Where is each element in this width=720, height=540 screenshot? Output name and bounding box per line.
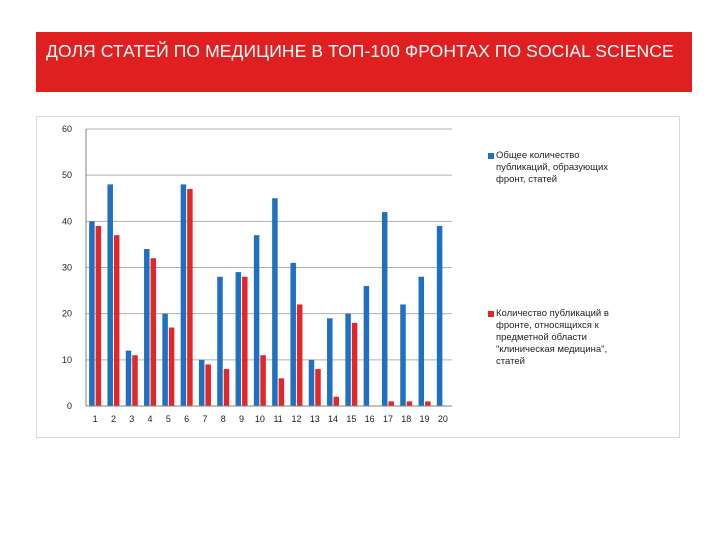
bar-medicine: [150, 258, 157, 406]
x-tick-label: 6: [184, 414, 189, 424]
x-tick-label: 5: [166, 414, 171, 424]
x-tick-label: 10: [255, 414, 265, 424]
x-tick-label: 4: [148, 414, 153, 424]
bar-medicine: [333, 396, 340, 406]
x-tick-label: 9: [239, 414, 244, 424]
x-tick-label: 2: [111, 414, 116, 424]
slide-title: ДОЛЯ СТАТЕЙ ПО МЕДИЦИНЕ В ТОП-100 ФРОНТА…: [46, 41, 674, 61]
legend-label-total: Общее количество публикаций, образующих …: [496, 150, 609, 185]
x-tick-label: 18: [401, 414, 411, 424]
y-tick-label: 40: [62, 216, 72, 226]
bar-total: [253, 235, 260, 406]
bar-medicine: [113, 235, 120, 406]
bar-medicine: [406, 401, 413, 406]
x-tick-label: 15: [346, 414, 356, 424]
bar-medicine: [95, 225, 102, 406]
bar-total: [89, 221, 95, 406]
bar-total: [125, 350, 132, 406]
legend-swatch-medicine: [488, 311, 494, 317]
x-tick-label: 11: [273, 414, 282, 424]
bar-total: [436, 225, 443, 406]
bar-medicine: [187, 189, 193, 406]
bar-medicine: [278, 378, 285, 406]
y-tick-label: 60: [62, 124, 72, 134]
bar-medicine: [205, 364, 211, 406]
bar-medicine: [168, 327, 175, 406]
x-tick-label: 20: [438, 414, 448, 424]
x-tick-label: 17: [383, 414, 393, 424]
bar-medicine: [242, 276, 248, 406]
bar-total: [162, 313, 168, 406]
bar-medicine: [132, 355, 138, 406]
bar-total: [272, 198, 278, 406]
bar-total: [363, 285, 370, 406]
bar-medicine: [425, 401, 431, 406]
x-tick-label: 1: [93, 414, 98, 424]
bar-total: [418, 276, 425, 406]
x-tick-label: 14: [328, 414, 338, 424]
bar-total: [327, 318, 333, 406]
x-tick-label: 19: [420, 414, 430, 424]
x-tick-label: 12: [291, 414, 301, 424]
y-tick-label: 0: [67, 401, 72, 411]
y-tick-label: 50: [62, 170, 72, 180]
chart-frame: [36, 116, 680, 438]
bar-medicine: [351, 322, 358, 406]
bar-medicine: [315, 369, 321, 406]
bar-medicine: [388, 401, 394, 406]
bar-medicine: [223, 369, 230, 406]
bar-total: [400, 304, 406, 406]
bar-total: [107, 184, 113, 406]
x-tick-label: 8: [221, 414, 226, 424]
bar-total: [308, 359, 315, 406]
title-banner: ДОЛЯ СТАТЕЙ ПО МЕДИЦИНЕ В ТОП-100 ФРОНТА…: [36, 32, 692, 92]
y-tick-label: 20: [62, 309, 72, 319]
bar-medicine: [296, 304, 303, 406]
legend-swatch-total: [488, 153, 494, 159]
bar-total: [345, 313, 351, 406]
bar-medicine: [260, 355, 266, 406]
x-tick-label: 16: [365, 414, 375, 424]
x-tick-label: 13: [310, 414, 320, 424]
bar-total: [180, 184, 187, 406]
x-tick-label: 3: [129, 414, 134, 424]
y-tick-label: 30: [62, 263, 72, 273]
bar-total: [217, 276, 223, 406]
bar-total: [381, 212, 388, 406]
bar-total: [235, 272, 242, 406]
bar-total: [290, 262, 296, 406]
legend-label-medicine: Количество публикаций в фронте, относящи…: [496, 308, 609, 367]
y-tick-label: 10: [62, 355, 72, 365]
x-tick-label: 7: [202, 414, 207, 424]
bar-total: [144, 249, 150, 406]
bar-total: [198, 359, 205, 406]
